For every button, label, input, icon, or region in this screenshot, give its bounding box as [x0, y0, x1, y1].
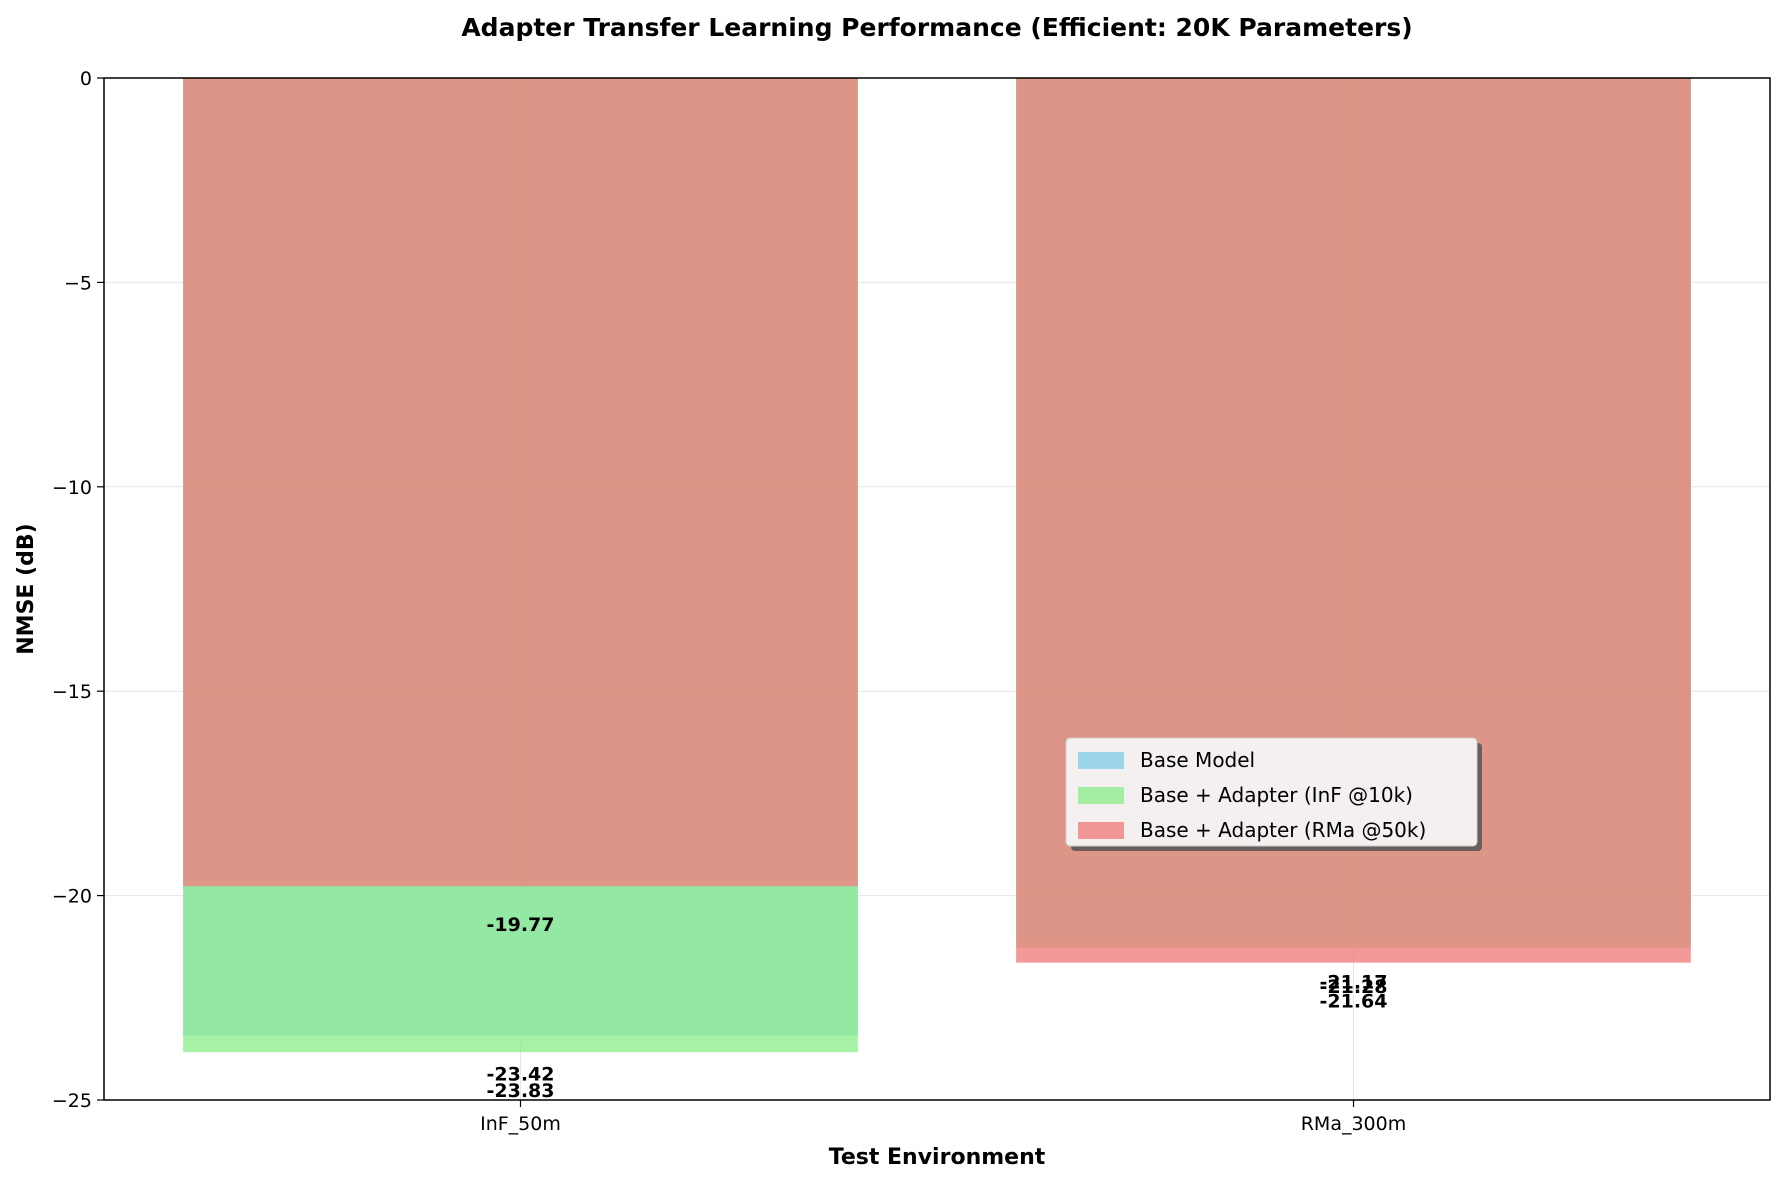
x-tick-label: RMa_300m	[1301, 1113, 1407, 1135]
data-label-series-1-cat-0: -23.83	[487, 1080, 555, 1102]
legend: Base Model Base + Adapter (InF @10k) Base …	[1065, 737, 1482, 851]
bars-layer	[183, 78, 1691, 1053]
legend-entry-label: Base + Adapter (RMa @50k)	[1140, 818, 1426, 842]
legend-entry-label: Base Model	[1140, 748, 1255, 772]
legend-swatch	[1078, 787, 1124, 804]
plot-frame	[103, 77, 1771, 1101]
y-tick-label: −25	[52, 1090, 92, 1112]
x-axis: InF_50m RMa_300m	[480, 1100, 1406, 1135]
legend-box	[1065, 737, 1478, 847]
y-tick-label: −15	[52, 681, 92, 703]
bar-series-2-cat-0	[183, 78, 858, 887]
chart-title: Adapter Transfer Learning Performance (E…	[461, 13, 1412, 42]
legend-entry-label: Base + Adapter (InF @10k)	[1140, 783, 1413, 807]
data-label-series-1-cat-1: -21.28	[1320, 976, 1388, 998]
data-label-series-0-cat-1: -21.17	[1320, 971, 1388, 993]
x-tick-label: InF_50m	[480, 1113, 561, 1135]
y-tick-label: −10	[52, 477, 92, 499]
data-label-series-2-cat-0: -19.77	[487, 914, 555, 936]
y-tick-label: −5	[64, 272, 92, 294]
data-label-series-0-cat-0: -23.42	[487, 1063, 555, 1085]
y-axis: 0 −5 −10 −15 −20 −25	[52, 68, 104, 1112]
y-tick-label: −20	[52, 886, 92, 908]
data-label-series-2-cat-1: -21.64	[1320, 991, 1388, 1013]
legend-swatch	[1078, 822, 1124, 839]
x-axis-label: Test Environment	[829, 1145, 1046, 1170]
y-tick-label: 0	[80, 68, 92, 90]
legend-swatch	[1078, 752, 1124, 769]
data-labels-layer: -23.42 -21.17 -23.83 -21.28 -19.77 -21.64	[487, 914, 1388, 1102]
y-axis-label: NMSE (dB)	[14, 523, 39, 654]
